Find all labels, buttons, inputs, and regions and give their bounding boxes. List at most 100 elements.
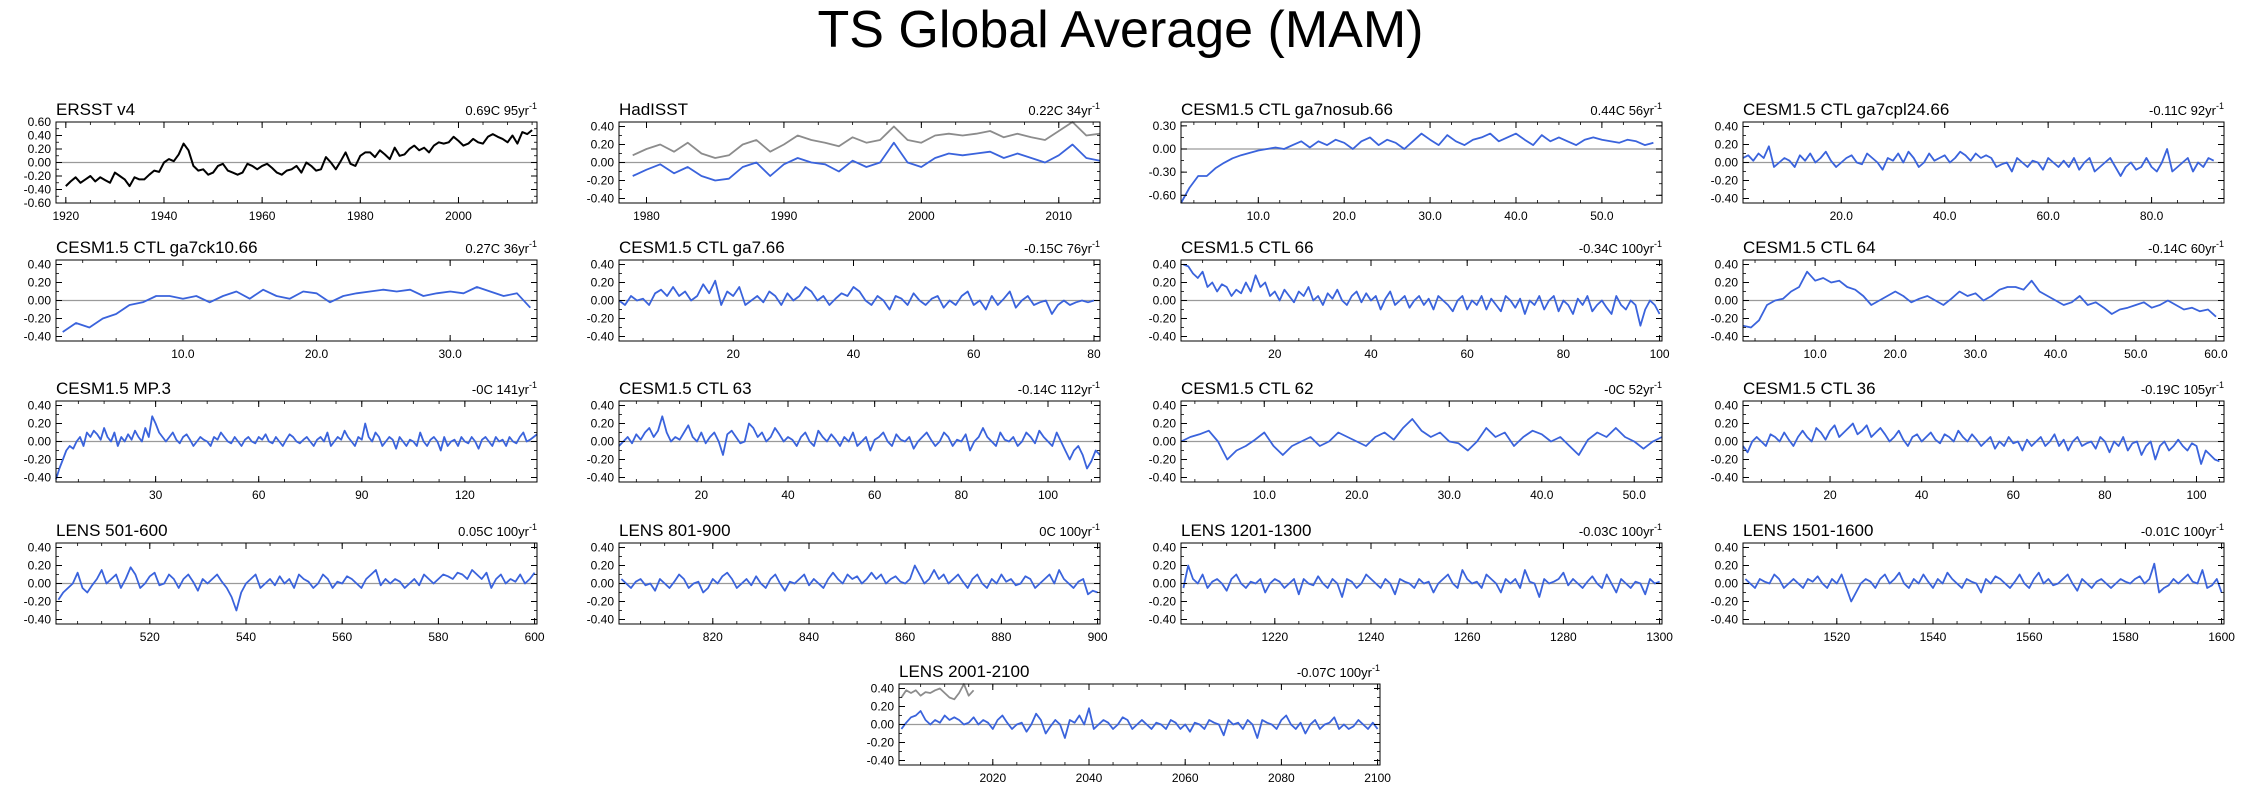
panel-title: CESM1.5 MP.3 — [56, 379, 171, 398]
y-tick-label: -0.20 — [587, 174, 615, 188]
x-tick-label: 20 — [695, 488, 709, 502]
y-tick-label: 0.20 — [1715, 417, 1739, 431]
y-tick-label: 0.00 — [28, 577, 52, 591]
y-tick-label: -0.40 — [24, 613, 52, 627]
x-tick-label: 90 — [355, 488, 369, 502]
panel-title: CESM1.5 CTL ga7cpl24.66 — [1743, 100, 1949, 119]
y-tick-label: 0.20 — [28, 142, 52, 156]
y-tick-label: 0.40 — [1153, 399, 1177, 413]
panel-14: LENS 801-900 0C 100yr-1 -0.40 -0.20 0.00 0.20… — [587, 521, 1108, 644]
series-line — [1744, 562, 2223, 603]
panel-17: LENS 2001-2100 -0.07C 100yr-1 -0.40 -0.20 0.… — [867, 662, 1392, 785]
series-line — [57, 566, 536, 612]
y-tick-label: 0.60 — [28, 115, 52, 129]
x-tick-label: 60.0 — [2204, 347, 2228, 361]
x-tick-label: 30 — [149, 488, 163, 502]
y-tick-label: 0.20 — [1715, 276, 1739, 290]
series-line — [618, 279, 1095, 315]
y-tick-label: 0.20 — [1153, 417, 1177, 431]
x-tick-label: 50.0 — [1590, 209, 1614, 223]
panel-trend: 0C 100yr-1 — [1039, 522, 1100, 539]
panel-title: CESM1.5 CTL 66 — [1181, 238, 1314, 257]
series-line — [55, 415, 538, 480]
panel-trend: -0.19C 105yr-1 — [2141, 380, 2224, 397]
x-tick-label: 80.0 — [2140, 209, 2164, 223]
x-tick-label: 80 — [2098, 488, 2112, 502]
y-tick-label: 0.40 — [1715, 399, 1739, 413]
x-tick-label: 580 — [428, 630, 448, 644]
series-line — [1182, 564, 1660, 598]
x-tick-label: 1920 — [52, 209, 79, 223]
x-tick-label: 2080 — [1268, 771, 1295, 785]
y-tick-label: -0.40 — [1711, 471, 1739, 485]
x-tick-label: 40 — [1364, 347, 1378, 361]
y-tick-label: -0.60 — [24, 196, 52, 210]
x-tick-label: 60 — [967, 347, 981, 361]
panel-trend: -0C 141yr-1 — [472, 380, 537, 397]
x-tick-label: 1940 — [151, 209, 178, 223]
panel-title: HadISST — [619, 100, 688, 119]
panel-12: CESM1.5 CTL 36 -0.19C 105yr-1 -0.40 -0.20 0.… — [1711, 379, 2225, 502]
series-line — [1742, 270, 2217, 329]
panel-trend: -0.03C 100yr-1 — [1579, 522, 1662, 539]
y-tick-label: -0.20 — [587, 453, 615, 467]
panel-10: CESM1.5 CTL 63 -0.14C 112yr-1 -0.40 -0.20 0.… — [587, 379, 1101, 502]
y-tick-label: -0.40 — [587, 471, 615, 485]
panel-trend: -0.14C 60yr-1 — [2148, 239, 2224, 256]
x-tick-label: 10.0 — [1803, 347, 1827, 361]
x-tick-label: 100 — [1650, 347, 1670, 361]
y-tick-label: 0.20 — [591, 417, 615, 431]
y-tick-label: 0.40 — [591, 399, 615, 413]
x-tick-label: 10.0 — [1253, 488, 1277, 502]
y-tick-label: 0.00 — [871, 718, 895, 732]
x-tick-label: 1980 — [633, 209, 660, 223]
panel-2: HadISST 0.22C 34yr-1 -0.40 -0.20 0.00 0.20 0.4… — [587, 100, 1101, 223]
x-tick-label: 40.0 — [1933, 209, 1957, 223]
x-tick-label: 20 — [1268, 347, 1282, 361]
panel-trend: 0.05C 100yr-1 — [458, 522, 537, 539]
x-tick-label: 520 — [140, 630, 160, 644]
y-tick-label: -0.40 — [1149, 613, 1177, 627]
x-tick-label: 1300 — [1646, 630, 1673, 644]
y-tick-label: 0.40 — [28, 399, 52, 413]
x-tick-label: 40 — [847, 347, 861, 361]
x-tick-label: 20.0 — [1830, 209, 1854, 223]
y-tick-label: 0.00 — [1715, 577, 1739, 591]
x-tick-label: 840 — [799, 630, 819, 644]
y-tick-label: 0.00 — [591, 577, 615, 591]
panel-title: CESM1.5 CTL ga7nosub.66 — [1181, 100, 1393, 119]
x-tick-label: 1280 — [1550, 630, 1577, 644]
y-tick-label: 0.00 — [28, 435, 52, 449]
y-tick-label: 0.40 — [591, 120, 615, 134]
panel-title: LENS 501-600 — [56, 521, 168, 540]
y-tick-label: 0.40 — [1715, 258, 1739, 272]
y-tick-label: 0.40 — [28, 541, 52, 555]
x-tick-label: 50.0 — [1623, 488, 1647, 502]
x-tick-label: 2020 — [979, 771, 1006, 785]
panel-trend: -0.34C 100yr-1 — [1579, 239, 1662, 256]
panel-title: LENS 801-900 — [619, 521, 731, 540]
x-tick-label: 10.0 — [171, 347, 195, 361]
x-tick-label: 20.0 — [305, 347, 329, 361]
x-tick-label: 20.0 — [1884, 347, 1908, 361]
y-tick-label: -0.20 — [867, 736, 895, 750]
y-tick-label: 0.40 — [28, 258, 52, 272]
x-tick-label: 1600 — [2208, 630, 2235, 644]
x-tick-label: 40.0 — [1530, 488, 1554, 502]
series-line — [900, 707, 1379, 739]
x-tick-label: 80 — [1557, 347, 1571, 361]
panel-title: LENS 2001-2100 — [899, 662, 1029, 681]
x-tick-label: 1240 — [1358, 630, 1385, 644]
x-tick-label: 60 — [252, 488, 266, 502]
x-tick-label: 2100 — [1364, 771, 1391, 785]
series-line — [1180, 132, 1654, 204]
y-tick-label: 0.40 — [591, 258, 615, 272]
y-tick-label: -0.60 — [1149, 188, 1177, 202]
x-tick-label: 40.0 — [2044, 347, 2068, 361]
y-tick-label: -0.20 — [24, 169, 52, 183]
x-tick-label: 20 — [727, 347, 741, 361]
y-tick-label: 0.20 — [28, 276, 52, 290]
y-tick-label: 0.00 — [1153, 435, 1177, 449]
y-tick-label: 0.00 — [591, 156, 615, 170]
